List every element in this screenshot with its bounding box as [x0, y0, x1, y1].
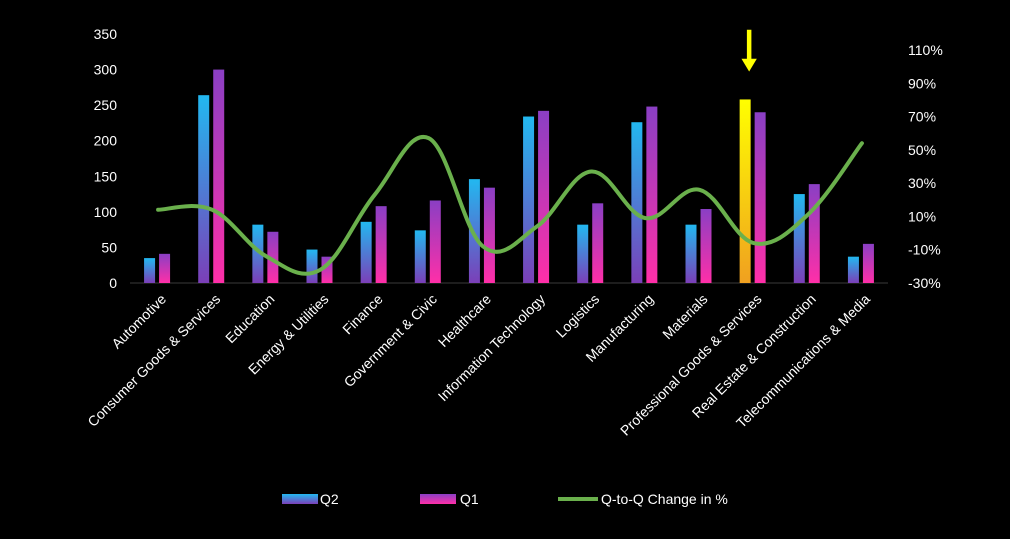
left-axis-tick-label: 300 — [94, 62, 118, 78]
left-axis-tick-label: 250 — [94, 97, 118, 113]
right-axis: -30% -10% 10% 30% 50% 70% 90% 110% — [908, 42, 943, 291]
bar-q1-education — [267, 231, 279, 283]
bar-q2-finance — [360, 221, 372, 283]
bar-q2-government-and-civic — [414, 230, 426, 283]
bar-q2-automotive — [144, 258, 156, 283]
category-label-logistics: Logistics — [553, 291, 603, 341]
bar-q1-consumer-goods-and-services — [213, 69, 225, 283]
bar-q2-real-estate-and-construction — [793, 194, 805, 283]
right-axis-tick-label: -30% — [908, 275, 941, 291]
bar-q1-real-estate-and-construction — [808, 184, 820, 283]
left-axis-tick-label: 50 — [101, 239, 117, 255]
category-label-finance: Finance — [339, 291, 386, 338]
legend-label-q2: Q2 — [320, 491, 339, 507]
right-axis-tick-label: 110% — [908, 42, 943, 58]
bar-q1-materials — [700, 209, 712, 283]
bar-q2-logistics — [577, 224, 589, 283]
bar-q1-manufacturing — [646, 106, 658, 284]
bar-q1-government-and-civic — [429, 200, 441, 283]
right-axis-tick-label: 90% — [908, 75, 936, 91]
right-axis-tick-label: 50% — [908, 142, 936, 158]
left-axis-tick-label: 100 — [94, 204, 118, 220]
bar-q2-materials — [685, 224, 697, 283]
bar-q2-energy-and-utilities — [306, 249, 318, 283]
left-axis-tick-label: 350 — [94, 26, 118, 42]
left-axis-tick-label: 200 — [94, 133, 118, 149]
right-axis-tick-label: 10% — [908, 208, 936, 224]
down-arrow-icon — [738, 28, 760, 75]
bar-q2-education — [252, 224, 264, 283]
highlight-marker — [738, 28, 760, 75]
legend: Q2 Q1 Q-to-Q Change in % — [282, 491, 728, 507]
bar-q2-telecommunications-and-media — [847, 256, 859, 283]
category-label-information-technology: Information Technology — [435, 291, 548, 404]
category-label-government-and-civic: Government & Civic — [341, 291, 440, 390]
bar-q1-information-technology — [538, 110, 550, 283]
right-axis-tick-label: 70% — [908, 109, 936, 125]
bar-q2-manufacturing — [631, 122, 643, 284]
bar-q1-telecommunications-and-media — [862, 243, 874, 283]
left-axis-tick-label: 0 — [109, 275, 117, 291]
bar-q1-automotive — [159, 253, 171, 283]
legend-label-q1: Q1 — [460, 491, 479, 507]
bar-q1-healthcare — [483, 187, 495, 283]
line-q-to-q-change — [156, 134, 864, 276]
line-series-group — [156, 134, 864, 276]
bar-q1-logistics — [592, 203, 604, 283]
bar-q1-energy-and-utilities — [321, 256, 333, 283]
bar-q2-professional-goods-and-services — [739, 99, 751, 283]
bar-q2-information-technology — [523, 116, 535, 283]
left-axis-tick-label: 150 — [94, 168, 118, 184]
bar-q1-finance — [375, 206, 387, 283]
bar-q1-professional-goods-and-services — [754, 112, 766, 283]
category-label-education: Education — [222, 291, 277, 346]
category-label-materials: Materials — [659, 291, 710, 342]
legend-swatch-q1 — [420, 494, 456, 504]
bar-q2-consumer-goods-and-services — [198, 95, 210, 283]
legend-label-q-to-q-change: Q-to-Q Change in % — [601, 491, 728, 507]
bars-group — [144, 69, 874, 284]
right-axis-tick-label: 30% — [908, 175, 936, 191]
right-axis-tick-label: -10% — [908, 242, 941, 258]
legend-swatch-q2 — [282, 494, 318, 504]
